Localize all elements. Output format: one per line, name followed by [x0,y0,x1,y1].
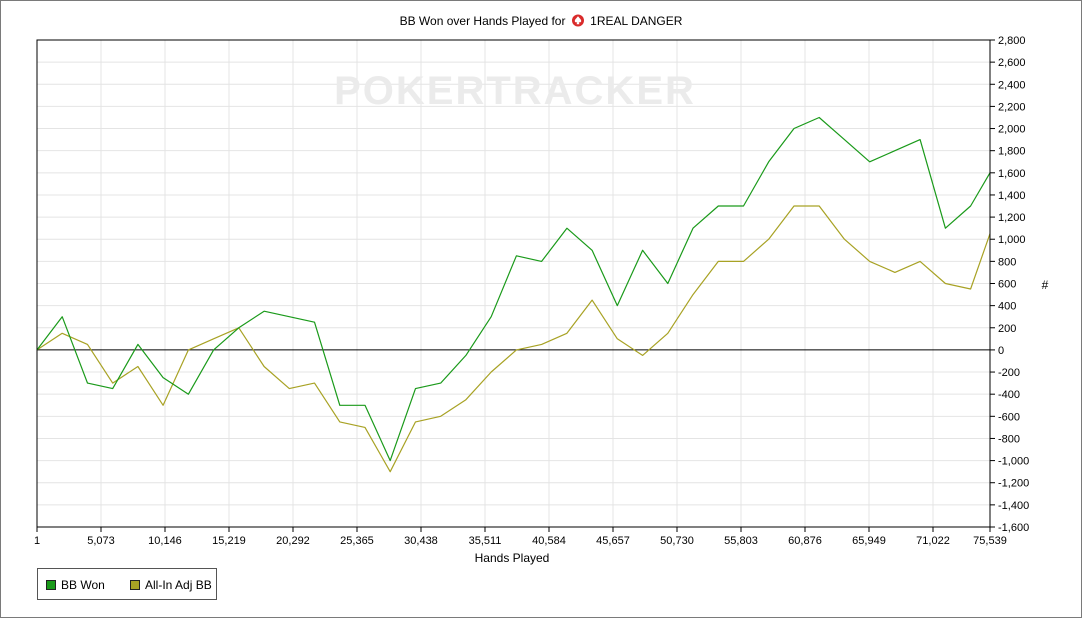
y-tick-label: 800 [998,256,1016,268]
y-tick-label: -1,200 [998,478,1029,490]
x-tick-label: 50,730 [660,535,694,547]
x-axis: 1 5,073 10,146 15,219 20,292 25,365 30,438 35,5… [34,527,1007,547]
y-tick-label: -600 [998,411,1020,423]
y-tick-label: 200 [998,323,1016,335]
series-lines [36,116,991,473]
x-tick-label: 25,365 [340,535,374,547]
x-tick-label: 5,073 [87,535,115,547]
gridlines [37,39,990,528]
series-line-bb-won [36,116,991,462]
y-tick-label: 2,600 [998,57,1026,69]
y-tick-label: 600 [998,279,1016,291]
x-tick-label: 20,292 [276,535,310,547]
x-tick-label: 15,219 [212,535,246,547]
player-name: 1REAL DANGER [590,14,683,28]
legend-swatch [130,580,140,590]
y-tick-label: -1,400 [998,500,1029,512]
legend-swatch [46,580,56,590]
y-axis: 2,800 2,600 2,400 2,200 2,000 1,800 1,600 1,400… [990,35,1029,534]
y-tick-label: 2,400 [998,79,1026,91]
y-tick-label: -800 [998,433,1020,445]
y-tick-label: -200 [998,367,1020,379]
legend-item-all-in-adj-bb[interactable]: All-In Adj BB [130,578,212,592]
series-line-all-in-adj-bb [36,205,991,473]
y-tick-label: 1,200 [998,212,1026,224]
legend: BB Won All-In Adj BB [37,568,217,600]
x-tick-label: 1 [34,535,40,547]
x-tick-label: 65,949 [852,535,886,547]
x-tick-label: 10,146 [148,535,182,547]
x-tick-label: 60,876 [788,535,822,547]
legend-label: BB Won [61,578,105,592]
y-tick-label: 2,200 [998,101,1026,113]
y-tick-label: 2,800 [998,35,1026,47]
y-tick-label: 1,400 [998,190,1026,202]
y-tick-label: -1,000 [998,456,1029,468]
y-tick-label: 2,000 [998,124,1026,136]
x-tick-label: 35,511 [469,535,502,547]
y-tick-label: 1,800 [998,146,1026,158]
y-tick-label: 1,600 [998,168,1026,180]
y-axis-label: # [1042,278,1049,292]
y-tick-label: -400 [998,389,1020,401]
x-axis-label: Hands Played [475,551,550,565]
y-tick-label: -1,600 [998,522,1029,534]
y-tick-label: 0 [998,345,1004,357]
legend-item-bb-won[interactable]: BB Won [46,578,105,592]
legend-label: All-In Adj BB [145,578,212,592]
x-tick-label: 75,539 [973,535,1007,547]
x-tick-label: 71,022 [916,535,950,547]
y-tick-label: 1,000 [998,234,1026,246]
spade-icon [571,14,584,30]
x-tick-label: 30,438 [404,535,438,547]
chart-title: BB Won over Hands Played for 1REAL DANGE… [0,14,1082,30]
y-tick-label: 400 [998,301,1016,313]
x-tick-label: 40,584 [532,535,566,547]
title-text: BB Won over Hands Played for [399,14,566,28]
x-tick-label: 45,657 [596,535,630,547]
x-tick-label: 55,803 [724,535,758,547]
watermark: POKERTRACKER [334,69,696,113]
